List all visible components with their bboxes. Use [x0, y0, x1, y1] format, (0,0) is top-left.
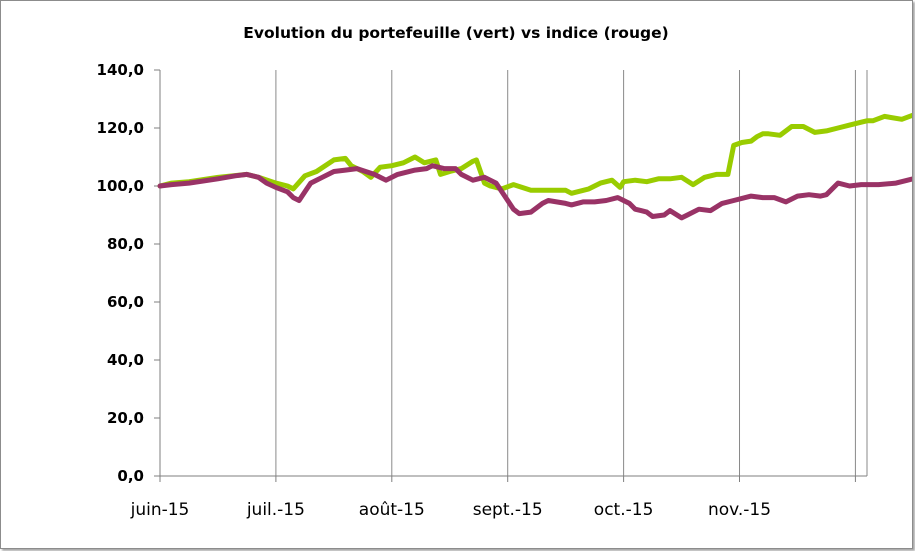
y-tick-label: 120,0	[97, 119, 144, 137]
y-tick-label: 140,0	[97, 61, 144, 79]
tick-labels: 0,0 20,0 40,0 60,0 80,0 100,0 120,0 140,0 juin-1…	[97, 61, 772, 520]
chart-title: Evolution du portefeuille (vert) vs indi…	[243, 24, 668, 42]
series-line-indice	[157, 163, 912, 221]
y-tick-label: 80,0	[107, 235, 144, 253]
x-tick-label: juil.-15	[246, 500, 305, 520]
y-tick-label: 60,0	[107, 293, 144, 311]
y-tick-label: 100,0	[97, 177, 144, 195]
x-tick-label: nov.-15	[708, 500, 771, 520]
x-tick-label: juin-15	[130, 500, 190, 520]
y-tick-label: 20,0	[107, 409, 144, 427]
gridlines	[275, 70, 868, 476]
y-tick-label: 40,0	[107, 351, 144, 369]
series-lines	[157, 112, 912, 221]
series-line-portefeuille	[157, 112, 912, 196]
x-tick-label: août-15	[359, 500, 425, 520]
x-tick-label: oct.-15	[594, 500, 654, 520]
axes	[154, 69, 867, 482]
y-tick-label: 0,0	[117, 467, 144, 485]
x-tick-label: sept.-15	[473, 500, 543, 520]
